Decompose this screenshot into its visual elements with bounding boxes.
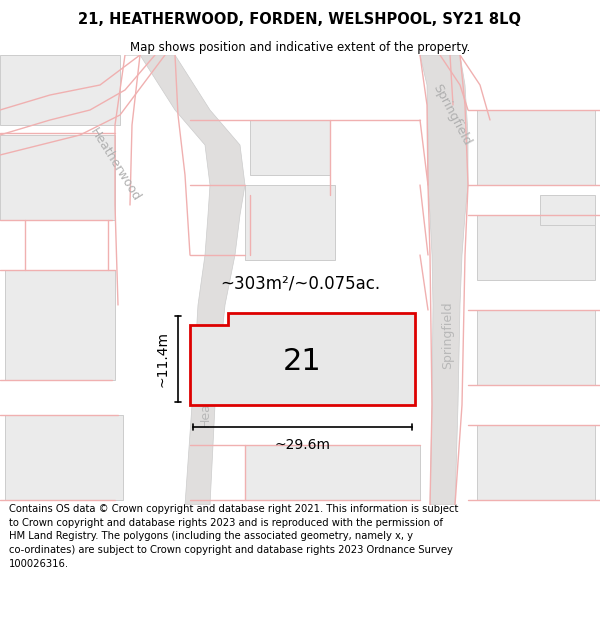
- Text: Contains OS data © Crown copyright and database right 2021. This information is : Contains OS data © Crown copyright and d…: [9, 504, 458, 569]
- Text: Heatherwood: Heatherwood: [199, 343, 212, 427]
- Bar: [477, 215, 595, 280]
- Bar: [5, 415, 123, 500]
- Bar: [250, 120, 330, 175]
- Bar: [0, 135, 115, 220]
- Text: ~11.4m: ~11.4m: [156, 331, 170, 387]
- Text: ~29.6m: ~29.6m: [274, 438, 330, 452]
- Bar: [245, 185, 335, 260]
- Bar: [477, 425, 595, 500]
- Text: Springfield: Springfield: [430, 82, 473, 148]
- Bar: [245, 445, 420, 500]
- Bar: [477, 310, 595, 385]
- Text: 21: 21: [283, 348, 322, 376]
- Polygon shape: [420, 55, 468, 505]
- Text: Map shows position and indicative extent of the property.: Map shows position and indicative extent…: [130, 41, 470, 54]
- Bar: [0, 55, 120, 125]
- Bar: [477, 110, 595, 185]
- Bar: [540, 195, 595, 225]
- Text: ~303m²/~0.075ac.: ~303m²/~0.075ac.: [220, 274, 380, 292]
- Polygon shape: [125, 55, 245, 505]
- Text: Springfield: Springfield: [442, 301, 455, 369]
- Text: 21, HEATHERWOOD, FORDEN, WELSHPOOL, SY21 8LQ: 21, HEATHERWOOD, FORDEN, WELSHPOOL, SY21…: [79, 12, 521, 27]
- Polygon shape: [190, 313, 415, 405]
- Text: Heatherwood: Heatherwood: [87, 126, 143, 204]
- Bar: [5, 270, 115, 380]
